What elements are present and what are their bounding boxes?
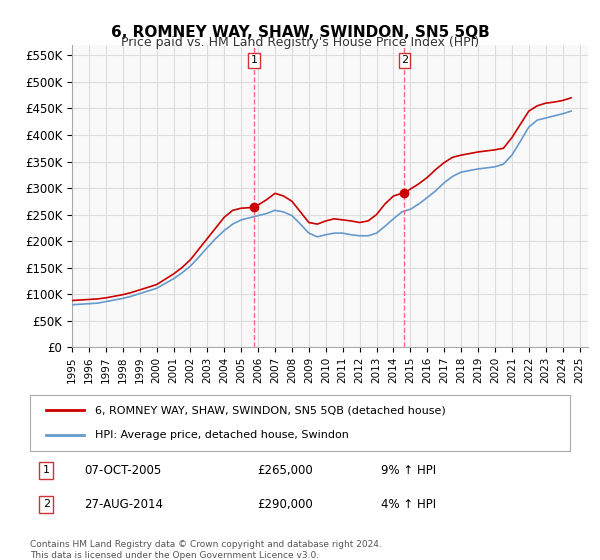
Text: 2: 2 <box>401 55 408 66</box>
Text: £265,000: £265,000 <box>257 464 313 477</box>
Text: 6, ROMNEY WAY, SHAW, SWINDON, SN5 5QB: 6, ROMNEY WAY, SHAW, SWINDON, SN5 5QB <box>110 25 490 40</box>
Text: 4% ↑ HPI: 4% ↑ HPI <box>381 498 436 511</box>
Text: Price paid vs. HM Land Registry's House Price Index (HPI): Price paid vs. HM Land Registry's House … <box>121 36 479 49</box>
Text: 1: 1 <box>250 55 257 66</box>
Text: £290,000: £290,000 <box>257 498 313 511</box>
Text: 2: 2 <box>43 500 50 509</box>
Text: Contains HM Land Registry data © Crown copyright and database right 2024.
This d: Contains HM Land Registry data © Crown c… <box>30 540 382 560</box>
Text: 07-OCT-2005: 07-OCT-2005 <box>84 464 161 477</box>
Text: 1: 1 <box>43 465 50 475</box>
Text: 6, ROMNEY WAY, SHAW, SWINDON, SN5 5QB (detached house): 6, ROMNEY WAY, SHAW, SWINDON, SN5 5QB (d… <box>95 405 446 416</box>
Text: 9% ↑ HPI: 9% ↑ HPI <box>381 464 436 477</box>
Text: 27-AUG-2014: 27-AUG-2014 <box>84 498 163 511</box>
Text: HPI: Average price, detached house, Swindon: HPI: Average price, detached house, Swin… <box>95 430 349 440</box>
